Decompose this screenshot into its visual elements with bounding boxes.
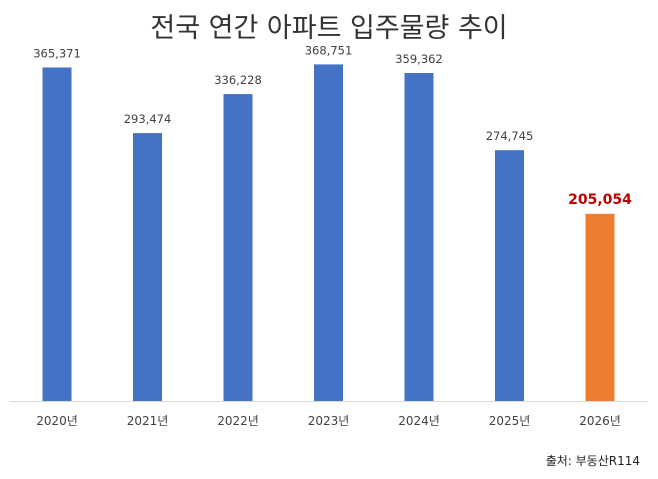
data-label-2021년: 293,474 <box>124 112 172 126</box>
bar-2020년 <box>42 67 72 401</box>
bar-2022년 <box>223 94 253 401</box>
chart-title: 전국 연간 아파트 입주물량 추이 <box>150 13 508 44</box>
data-label-2026년: 205,054 <box>568 192 632 208</box>
bar-2026년 <box>585 213 615 401</box>
x-tick-label-2023년: 2023년 <box>308 414 350 428</box>
data-label-2022년: 336,228 <box>214 73 262 87</box>
bar-2024년 <box>404 73 434 401</box>
data-label-2023년: 368,751 <box>305 43 353 57</box>
x-tick-label-2022년: 2022년 <box>217 414 259 428</box>
x-tick-label-2021년: 2021년 <box>127 414 169 428</box>
x-tick-label-2024년: 2024년 <box>398 414 440 428</box>
x-tick-label-2020년: 2020년 <box>36 414 78 428</box>
bar-2021년 <box>133 133 162 401</box>
data-label-2025년: 274,745 <box>486 129 534 143</box>
data-label-2024년: 359,362 <box>395 52 443 66</box>
bar-2023년 <box>314 64 343 402</box>
bar-2025년 <box>495 150 524 401</box>
source-note: 출처: 부동산R114 <box>545 454 640 468</box>
x-tick-label-2026년: 2026년 <box>579 414 621 428</box>
data-label-2020년: 365,371 <box>33 47 81 61</box>
x-tick-label-2025년: 2025년 <box>489 414 531 428</box>
